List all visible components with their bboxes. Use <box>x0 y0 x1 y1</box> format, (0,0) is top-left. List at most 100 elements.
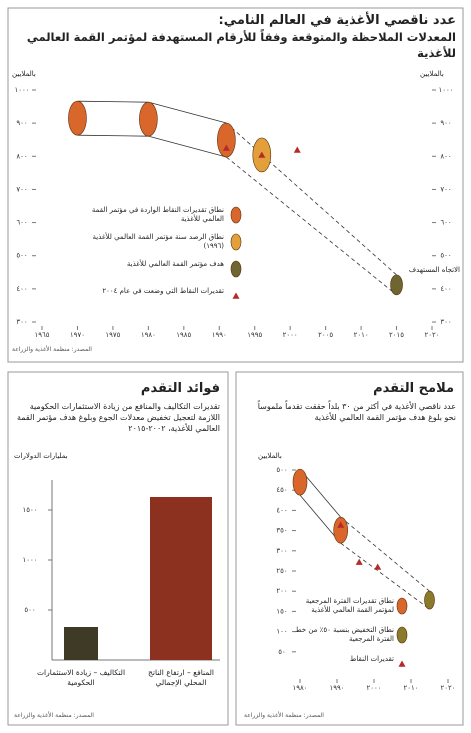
legend-marker <box>230 206 242 224</box>
legend-label: تقديرات النقاط التي وضعت في عام ٢٠٠٤ <box>102 287 224 295</box>
point-estimate <box>222 144 230 151</box>
y-tick-label: ٥٠٠ <box>16 252 27 260</box>
range-marker <box>68 100 87 136</box>
y-tick-label: ٥٠ <box>278 648 286 656</box>
y-tick-label: ٣٠٠ <box>440 318 451 326</box>
range-marker <box>292 468 308 496</box>
x-tick-label: ٢٠١٠ <box>403 684 418 692</box>
y-tick-label: ٨٠٠ <box>440 152 451 160</box>
point-estimate <box>374 563 382 570</box>
y-tick-label: ٩٠٠ <box>440 119 451 127</box>
y-axis-unit: بالملايين <box>12 70 36 78</box>
y-tick-label: ١٥٠ <box>276 607 287 615</box>
y-tick-label: ١٥٠٠ <box>22 506 37 514</box>
chart-subtitle: عدد ناقصي الأغذية في أكثر من ٣٠ بلداً حق… <box>257 402 456 422</box>
x-tick-label: ١٩٩٠ <box>329 684 344 692</box>
source: المصدر: منظمة الأغذية والزراعة <box>14 712 94 719</box>
chart-subtitle: المعدلات الملاحظة والمتوقعة وفقاً للأرقا… <box>26 30 456 60</box>
source: المصدر: منظمة الأغذية والزراعة <box>244 712 324 719</box>
legend-label: تقديرات النقاط <box>349 655 394 663</box>
y-tick-label: ٣٥٠ <box>276 527 287 535</box>
y-tick-label: ١٠٠٠ <box>22 556 37 564</box>
y-tick-label: ٣٠٠ <box>16 318 27 326</box>
range-marker <box>390 274 403 296</box>
x-tick-label: ٢٠٢٠ <box>424 331 439 339</box>
y-tick-label: ٢٠٠ <box>276 587 287 595</box>
x-tick-label: ١٩٨٥ <box>176 331 191 339</box>
legend-label: نطاق تقديرات النقاط الواردة في مؤتمر الق… <box>91 206 224 224</box>
range-tube <box>148 135 227 158</box>
range-tube <box>148 101 227 124</box>
x-tick-label: المنافع – ارتفاع الناتج المحلي الإجمالي <box>148 668 214 688</box>
source: المصدر: منظمة الأغذية والزراعة <box>12 346 92 353</box>
y-tick-label: ٤٠٠ <box>440 285 451 293</box>
y-axis-unit: بالملايين <box>420 70 444 78</box>
y-tick-label: ٧٠٠ <box>440 185 451 193</box>
range-tube <box>77 134 149 137</box>
y-tick-label: ٤٥٠ <box>276 486 287 494</box>
target-projection <box>340 542 430 610</box>
legend-marker <box>230 233 242 251</box>
y-tick-label: ١٠٠ <box>276 628 287 636</box>
target-projection <box>340 516 430 592</box>
point-estimate <box>258 151 266 158</box>
x-tick-label: ٢٠٢٠ <box>440 684 455 692</box>
panel <box>7 7 464 363</box>
range-tube <box>77 100 149 103</box>
legend-label: هدف مؤتمر القمة العالمي للأغذية <box>126 260 224 268</box>
x-tick-label: ٢٠٠٠ <box>366 684 381 692</box>
x-tick-label: ١٩٧٥ <box>105 331 120 339</box>
y-tick-label: ٦٠٠ <box>440 219 451 227</box>
chart-title: فوائد التقدم <box>140 381 220 396</box>
x-tick-label: ١٩٨٠ <box>292 684 307 692</box>
bar <box>150 497 212 660</box>
x-tick-label: ٢٠٠٥ <box>318 331 333 339</box>
bar <box>64 627 98 660</box>
y-tick-label: ١٠٠٠ <box>438 86 453 94</box>
y-axis-unit: بالملايين <box>258 452 282 460</box>
panel <box>235 371 464 726</box>
legend-marker <box>398 660 406 667</box>
legend-marker <box>230 260 242 278</box>
y-axis-unit: بمليارات الدولارات <box>14 452 68 460</box>
point-estimate <box>293 146 301 153</box>
target-projection <box>226 156 397 296</box>
y-tick-label: ٥٠٠ <box>24 606 35 614</box>
y-tick-label: ٨٠٠ <box>16 152 27 160</box>
chart-title: عدد ناقصي الأغذية في العالم النامي: <box>218 13 456 28</box>
y-tick-label: ٤٠٠ <box>16 285 27 293</box>
range-marker <box>333 516 349 544</box>
chart-subtitle: تقديرات التكاليف والمنافع من زيادة الاست… <box>16 402 220 433</box>
legend-label: نطاق الرصد سنة مؤتمر القمة العالمي للأغذ… <box>92 233 224 251</box>
range-marker <box>424 590 435 610</box>
range-marker <box>139 101 158 137</box>
y-tick-label: ٥٠٠ <box>440 252 451 260</box>
x-tick-label: ١٩٩٠ <box>212 331 227 339</box>
x-tick-label: ١٩٨٠ <box>141 331 156 339</box>
point-estimate <box>355 558 363 565</box>
x-tick-label: ١٩٩٥ <box>247 331 262 339</box>
chart-title: ملامح التقدم <box>373 381 454 396</box>
x-tick-label: ١٩٦٥ <box>34 331 49 339</box>
x-tick-label: التكاليف – زيادة الاستثمارات الحكومية <box>36 668 126 688</box>
point-estimate <box>337 521 345 528</box>
y-tick-label: ١٠٠٠ <box>14 86 29 94</box>
y-tick-label: ٣٠٠ <box>276 547 287 555</box>
target-label: الاتجاه المستهدف <box>408 266 460 274</box>
x-tick-label: ٢٠١٥ <box>389 331 404 339</box>
legend-label: نطاق التخفيض بنسبة ٥٠٪ من خط الفترة المر… <box>295 626 394 644</box>
x-tick-label: ٢٠٠٠ <box>283 331 298 339</box>
range-marker <box>217 122 236 158</box>
legend-marker <box>232 292 240 299</box>
legend-marker <box>396 597 408 615</box>
y-tick-label: ٦٠٠ <box>16 219 27 227</box>
target-projection <box>226 122 397 276</box>
x-tick-label: ١٩٧٠ <box>70 331 85 339</box>
y-tick-label: ٤٠٠ <box>276 506 287 514</box>
y-tick-label: ٩٠٠ <box>16 119 27 127</box>
x-tick-label: ٢٠١٠ <box>354 331 369 339</box>
panel <box>7 371 229 726</box>
legend-label: نطاق تقديرات الفترة المرجعية لمؤتمر القم… <box>305 597 394 615</box>
